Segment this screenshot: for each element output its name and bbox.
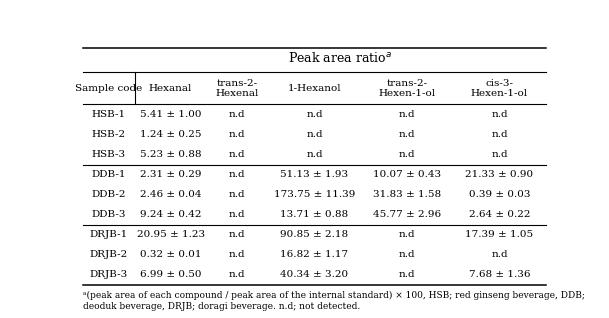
Text: n.d: n.d <box>229 250 245 259</box>
Text: n.d: n.d <box>229 210 245 219</box>
Text: n.d: n.d <box>399 110 415 119</box>
Text: 20.95 ± 1.23: 20.95 ± 1.23 <box>136 230 205 239</box>
Text: DRJB-1: DRJB-1 <box>90 230 128 239</box>
Text: 2.64 ± 0.22: 2.64 ± 0.22 <box>469 210 530 219</box>
Text: trans-2-
Hexenal: trans-2- Hexenal <box>216 79 259 98</box>
Text: HSB-2: HSB-2 <box>92 130 126 139</box>
Text: 10.07 ± 0.43: 10.07 ± 0.43 <box>373 170 441 179</box>
Text: n.d: n.d <box>229 230 245 239</box>
Text: n.d: n.d <box>229 170 245 179</box>
Text: 173.75 ± 11.39: 173.75 ± 11.39 <box>274 190 355 199</box>
Text: HSB-1: HSB-1 <box>92 110 126 119</box>
Text: 5.23 ± 0.88: 5.23 ± 0.88 <box>140 150 202 159</box>
Text: n.d: n.d <box>229 130 245 139</box>
Text: 31.83 ± 1.58: 31.83 ± 1.58 <box>373 190 441 199</box>
Text: n.d: n.d <box>491 150 508 159</box>
Text: n.d: n.d <box>399 250 415 259</box>
Text: Sample code: Sample code <box>76 84 143 93</box>
Text: 51.13 ± 1.93: 51.13 ± 1.93 <box>280 170 348 179</box>
Text: 1.24 ± 0.25: 1.24 ± 0.25 <box>140 130 202 139</box>
Text: n.d: n.d <box>306 130 323 139</box>
Text: n.d: n.d <box>491 110 508 119</box>
Text: 7.68 ± 1.36: 7.68 ± 1.36 <box>469 270 530 280</box>
Text: 0.32 ± 0.01: 0.32 ± 0.01 <box>140 250 202 259</box>
Text: 1-Hexanol: 1-Hexanol <box>287 84 341 93</box>
Text: 90.85 ± 2.18: 90.85 ± 2.18 <box>280 230 348 239</box>
Text: cis-3-
Hexen-1-ol: cis-3- Hexen-1-ol <box>471 79 528 98</box>
Text: n.d: n.d <box>399 270 415 280</box>
Text: n.d: n.d <box>229 110 245 119</box>
Text: n.d: n.d <box>306 150 323 159</box>
Text: DDB-2: DDB-2 <box>91 190 126 199</box>
Text: n.d: n.d <box>229 190 245 199</box>
Text: 13.71 ± 0.88: 13.71 ± 0.88 <box>280 210 348 219</box>
Text: HSB-3: HSB-3 <box>92 150 126 159</box>
Text: DDB-1: DDB-1 <box>91 170 126 179</box>
Text: n.d: n.d <box>399 230 415 239</box>
Text: n.d: n.d <box>399 130 415 139</box>
Text: n.d: n.d <box>229 270 245 280</box>
Text: n.d: n.d <box>491 130 508 139</box>
Text: Peak area ratio$^{a}$: Peak area ratio$^{a}$ <box>288 51 392 65</box>
Text: 17.39 ± 1.05: 17.39 ± 1.05 <box>465 230 533 239</box>
Text: trans-2-
Hexen-1-ol: trans-2- Hexen-1-ol <box>378 79 435 98</box>
Text: DDB-3: DDB-3 <box>91 210 126 219</box>
Text: 40.34 ± 3.20: 40.34 ± 3.20 <box>280 270 348 280</box>
Text: DRJB-2: DRJB-2 <box>90 250 128 259</box>
Text: 6.99 ± 0.50: 6.99 ± 0.50 <box>140 270 202 280</box>
Text: n.d: n.d <box>399 150 415 159</box>
Text: ᵃ(peak area of each compound / peak area of the internal standard) × 100, HSB; r: ᵃ(peak area of each compound / peak area… <box>83 291 585 311</box>
Text: 21.33 ± 0.90: 21.33 ± 0.90 <box>465 170 533 179</box>
Text: 45.77 ± 2.96: 45.77 ± 2.96 <box>373 210 441 219</box>
Text: n.d: n.d <box>306 110 323 119</box>
Text: 0.39 ± 0.03: 0.39 ± 0.03 <box>469 190 530 199</box>
Text: 16.82 ± 1.17: 16.82 ± 1.17 <box>280 250 348 259</box>
Text: 5.41 ± 1.00: 5.41 ± 1.00 <box>140 110 202 119</box>
Text: 9.24 ± 0.42: 9.24 ± 0.42 <box>140 210 202 219</box>
Text: 2.46 ± 0.04: 2.46 ± 0.04 <box>140 190 202 199</box>
Text: n.d: n.d <box>491 250 508 259</box>
Text: 2.31 ± 0.29: 2.31 ± 0.29 <box>140 170 202 179</box>
Text: n.d: n.d <box>229 150 245 159</box>
Text: DRJB-3: DRJB-3 <box>90 270 128 280</box>
Text: Hexanal: Hexanal <box>149 84 192 93</box>
